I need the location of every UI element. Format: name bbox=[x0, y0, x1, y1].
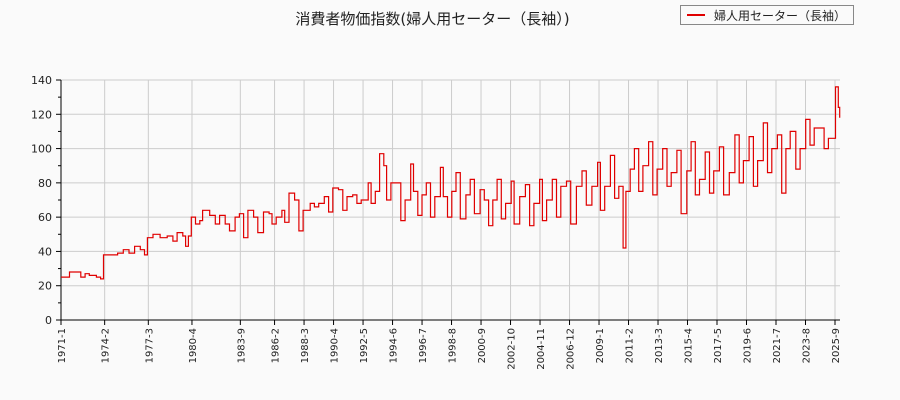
x-tick-label: 2004-11 bbox=[536, 328, 547, 370]
y-tick-label: 40 bbox=[38, 245, 52, 258]
x-tick-label: 2015-4 bbox=[684, 328, 695, 363]
legend: 婦人用セーター（長袖） bbox=[680, 5, 854, 25]
x-tick-label: 1998-8 bbox=[448, 328, 459, 363]
x-tick-label: 2021-7 bbox=[772, 328, 783, 363]
axes bbox=[56, 79, 840, 325]
y-tick-label: 140 bbox=[31, 74, 52, 87]
grid-lines bbox=[61, 79, 840, 320]
y-tick-label: 60 bbox=[38, 211, 52, 224]
x-tick-label: 2011-2 bbox=[625, 328, 636, 363]
x-tick-label: 1988-3 bbox=[300, 328, 311, 363]
x-tick-label: 2023-8 bbox=[802, 328, 813, 363]
y-tick-label: 100 bbox=[31, 143, 52, 156]
x-tick-label: 2002-10 bbox=[507, 328, 518, 370]
y-tick-label: 20 bbox=[38, 280, 52, 293]
y-axis-labels: 0 20 40 60 80 100 120 140 bbox=[31, 74, 52, 327]
x-tick-label: 2019-6 bbox=[743, 328, 754, 363]
x-tick-label: 1986-2 bbox=[271, 328, 282, 363]
x-tick-label: 2000-9 bbox=[477, 328, 488, 363]
legend-label: 婦人用セーター（長袖） bbox=[714, 8, 847, 23]
x-tick-label: 2017-5 bbox=[713, 328, 724, 363]
x-tick-label: 2013-3 bbox=[654, 328, 665, 363]
x-tick-label: 1980-4 bbox=[188, 328, 199, 363]
y-tick-label: 120 bbox=[31, 108, 52, 121]
x-tick-label: 2025-9 bbox=[831, 328, 842, 363]
x-tick-label: 1977-3 bbox=[144, 328, 155, 363]
series-line bbox=[61, 86, 841, 280]
x-tick-label: 1994-6 bbox=[389, 328, 400, 363]
y-tick-label: 0 bbox=[45, 314, 52, 327]
x-tick-label: 2009-1 bbox=[595, 328, 606, 363]
y-tick-label: 80 bbox=[38, 177, 52, 190]
x-tick-label: 2006-12 bbox=[566, 328, 577, 370]
x-tick-label: 1992-5 bbox=[359, 328, 370, 363]
x-tick-label: 1971-1 bbox=[57, 328, 68, 363]
chart-title: 消費者物価指数(婦人用セーター（長袖）) bbox=[295, 10, 570, 28]
x-tick-label: 1990-4 bbox=[330, 328, 341, 363]
legend-swatch-icon bbox=[687, 14, 705, 16]
x-tick-label: 1983-9 bbox=[236, 328, 247, 363]
x-tick-label: 1996-7 bbox=[418, 328, 429, 363]
x-axis-labels: 1971-1 1974-2 1977-3 1980-4 1983-9 1986-2 1988… bbox=[57, 328, 842, 370]
x-tick-label: 1974-2 bbox=[101, 328, 112, 363]
